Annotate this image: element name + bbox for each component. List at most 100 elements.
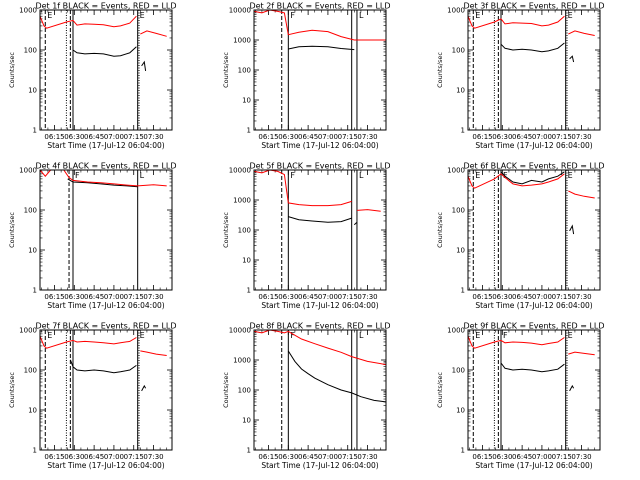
series-line: [287, 350, 386, 403]
x-tick-label: 07:00: [532, 453, 552, 461]
plot-frame: [467, 9, 601, 131]
x-axis-label: Start Time (17-Jul-12 06:04:00): [47, 461, 164, 470]
plot-frame: [39, 329, 173, 451]
y-tick-label: 100: [452, 367, 465, 375]
series-line: [500, 362, 565, 373]
x-tick-label: 07:15: [124, 293, 144, 301]
series-line: [67, 178, 138, 188]
series-line: [141, 384, 147, 392]
y-axis-label: Counts/sec: [222, 212, 230, 248]
marker-label: E: [568, 11, 573, 20]
x-tick-label: 07:00: [532, 293, 552, 301]
marker-label: L: [359, 171, 364, 180]
y-tick-label: 10: [28, 247, 37, 255]
y-tick-label: 10: [456, 87, 465, 95]
y-tick-label: 1000: [233, 37, 251, 45]
y-tick-label: 1: [461, 127, 465, 135]
x-tick-label: 06:45: [84, 133, 104, 141]
y-tick-label: 1000: [233, 357, 251, 365]
series-line: [40, 170, 167, 187]
x-tick-label: 07:00: [104, 133, 124, 141]
x-axis-label: Start Time (17-Jul-12 06:04:00): [261, 141, 378, 150]
y-tick-label: 1000: [19, 327, 37, 335]
x-tick-label: 06:30: [64, 453, 84, 461]
series-line: [40, 15, 137, 29]
plot-frame: [253, 329, 387, 451]
marker-label: L: [359, 11, 364, 20]
y-tick-label: 1000: [19, 167, 37, 175]
x-tick-label: 07:15: [338, 293, 358, 301]
x-tick-label: 07:00: [318, 293, 338, 301]
x-tick-label: 06:30: [64, 293, 84, 301]
plot-frame: [467, 329, 601, 451]
x-tick-label: 07:00: [104, 293, 124, 301]
x-axis-label: Start Time (17-Jul-12 06:04:00): [47, 141, 164, 150]
y-tick-label: 10: [28, 87, 37, 95]
marker-label: E: [140, 331, 145, 340]
chart-panel: Det 8f BLACK = Events, RED = LLD Counts/s…: [222, 322, 391, 471]
marker-label: E: [47, 11, 52, 20]
y-tick-label: 1000: [447, 7, 465, 15]
chart-title: Det 3f BLACK = Events, RED = LLD: [463, 2, 604, 11]
y-axis-label: Counts/sec: [436, 212, 444, 248]
x-tick-label: 06:45: [84, 293, 104, 301]
series-line: [254, 10, 386, 41]
y-tick-label: 1: [461, 447, 465, 455]
x-tick-label: 06:45: [298, 293, 318, 301]
x-tick-label: 06:45: [298, 133, 318, 141]
x-tick-label: 06:30: [278, 453, 298, 461]
x-tick-label: 07:15: [552, 453, 572, 461]
y-tick-label: 1000: [233, 197, 251, 205]
marker-label: F: [503, 171, 508, 180]
x-tick-label: 07:30: [143, 293, 163, 301]
chart-title: Det 5f BLACK = Events, RED = LLD: [249, 162, 390, 171]
x-tick-label: 07:30: [357, 133, 377, 141]
series-line: [72, 46, 137, 57]
y-tick-label: 10: [456, 407, 465, 415]
x-tick-label: 06:45: [298, 453, 318, 461]
series-line: [356, 209, 381, 212]
marker-label: F: [290, 171, 295, 180]
marker-label: F: [503, 331, 508, 340]
y-axis-label: Counts/sec: [8, 372, 16, 408]
y-tick-label: 10000: [229, 327, 251, 335]
marker-label: E: [475, 11, 480, 20]
y-tick-label: 10: [28, 407, 37, 415]
y-tick-label: 1: [461, 287, 465, 295]
y-tick-label: 1000: [447, 327, 465, 335]
x-tick-label: 07:30: [571, 453, 591, 461]
x-tick-label: 07:00: [318, 453, 338, 461]
y-tick-label: 100: [452, 207, 465, 215]
series-line: [468, 15, 565, 29]
series-line: [568, 30, 595, 36]
series-line: [569, 384, 575, 392]
y-axis-label: Counts/sec: [222, 52, 230, 88]
panel-grid: Det 1f BLACK = Events, RED = LLD Counts/s…: [8, 2, 605, 471]
x-tick-label: 06:15: [472, 453, 492, 461]
x-tick-label: 06:30: [278, 133, 298, 141]
x-axis-label: Start Time (17-Jul-12 06:04:00): [475, 141, 592, 150]
y-axis-label: Counts/sec: [436, 52, 444, 88]
y-tick-label: 1: [247, 447, 251, 455]
y-tick-label: 100: [238, 387, 251, 395]
x-tick-label: 07:15: [124, 453, 144, 461]
y-tick-label: 1: [33, 447, 37, 455]
x-tick-label: 06:45: [512, 133, 532, 141]
y-axis-label: Counts/sec: [8, 52, 16, 88]
series-line: [69, 359, 137, 374]
x-axis-label: Start Time (17-Jul-12 06:04:00): [261, 461, 378, 470]
chart-title: Det 2f BLACK = Events, RED = LLD: [249, 2, 390, 11]
marker-label: L: [359, 331, 364, 340]
chart-panel: Det 2f BLACK = Events, RED = LLD Counts/s…: [222, 2, 391, 151]
x-tick-label: 06:45: [512, 293, 532, 301]
y-axis-label: Counts/sec: [436, 372, 444, 408]
x-tick-label: 07:30: [357, 453, 377, 461]
marker-label: E: [568, 331, 573, 340]
chart-title: Det 4f BLACK = Events, RED = LLD: [35, 162, 176, 171]
x-tick-label: 06:45: [84, 453, 104, 461]
x-tick-label: 07:30: [571, 293, 591, 301]
